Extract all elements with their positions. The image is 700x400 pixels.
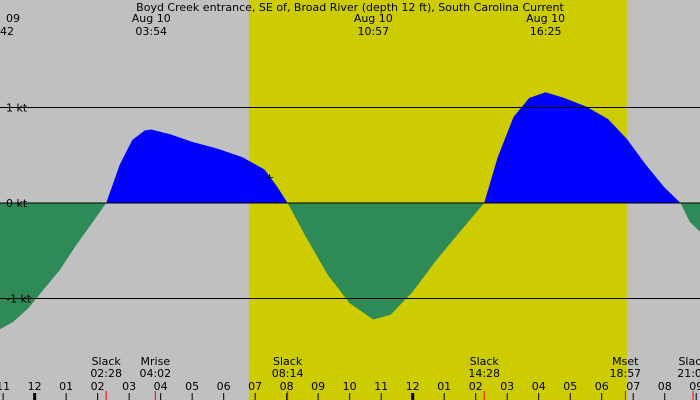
ebb-current-area-2 (287, 203, 485, 320)
hour-label-17: 04 (532, 380, 546, 393)
hour-label-6: 05 (185, 380, 199, 393)
hour-label-21: 08 (658, 380, 672, 393)
hour-label-8: 07 (248, 380, 262, 393)
hour-label-13: 12 (406, 380, 420, 393)
hour-label-10: 09 (311, 380, 325, 393)
peak-date-1: Aug 10 (354, 12, 393, 25)
event-name-0: Slack (92, 355, 122, 368)
event-time-5: 21:06 (677, 367, 700, 380)
event-name-1: Mrise (141, 355, 171, 368)
hour-label-7: 06 (217, 380, 231, 393)
peak-date-0: Aug 10 (132, 12, 171, 25)
hour-label-16: 03 (500, 380, 514, 393)
peak-date-2: Aug 10 (526, 12, 565, 25)
cursor-crosshair: + (265, 171, 274, 184)
event-name-4: Mset (612, 355, 639, 368)
top-left-partial-line1: 09 (6, 12, 20, 25)
hour-label-22: 09 (689, 380, 700, 393)
chart-title: Boyd Creek entrance, SE of, Broad River … (136, 1, 564, 14)
hour-label-2: 01 (59, 380, 73, 393)
y-tick-label-1: 0 kt (6, 197, 28, 210)
hour-label-5: 04 (154, 380, 168, 393)
event-name-2: Slack (273, 355, 303, 368)
event-time-4: 18:57 (609, 367, 641, 380)
hour-label-3: 02 (91, 380, 105, 393)
event-name-5: Slack (678, 355, 700, 368)
peak-time-1: 10:57 (357, 25, 389, 38)
top-left-partial-line2: 42 (0, 25, 14, 38)
y-tick-label-2: -1 kt (6, 293, 32, 306)
hour-label-1: 12 (28, 380, 42, 393)
event-time-3: 14:28 (468, 367, 500, 380)
hour-label-18: 05 (563, 380, 577, 393)
hour-label-11: 10 (343, 380, 357, 393)
hour-label-20: 07 (626, 380, 640, 393)
ebb-current-area-0 (0, 203, 107, 330)
peak-time-2: 16:25 (530, 25, 562, 38)
flood-current-area-1 (106, 129, 288, 203)
hour-label-15: 02 (469, 380, 483, 393)
hour-label-4: 03 (122, 380, 136, 393)
event-time-2: 08:14 (272, 367, 304, 380)
event-time-1: 04:02 (139, 367, 171, 380)
hour-label-9: 08 (280, 380, 294, 393)
level-lines (0, 107, 700, 299)
event-name-3: Slack (470, 355, 500, 368)
y-tick-label-0: 1 kt (6, 102, 28, 115)
ebb-current-area-4 (680, 203, 700, 232)
hour-label-14: 01 (437, 380, 451, 393)
event-labels: Slack02:28Mrise04:02Slack08:14Slack14:28… (90, 355, 700, 400)
y-axis-labels: 1 kt 0 kt -1 kt (6, 102, 32, 306)
hour-axis: 11 12 01 02 03 04 05 06 07 08 09 10 11 12 01 02 03 04 05 06… (0, 380, 700, 400)
peak-time-0: 03:54 (135, 25, 167, 38)
current-areas (0, 92, 700, 330)
flood-current-area-3 (484, 92, 681, 203)
hour-label-12: 11 (374, 380, 388, 393)
event-time-0: 02:28 (90, 367, 122, 380)
hour-label-19: 06 (595, 380, 609, 393)
hour-label-0: 11 (0, 380, 10, 393)
